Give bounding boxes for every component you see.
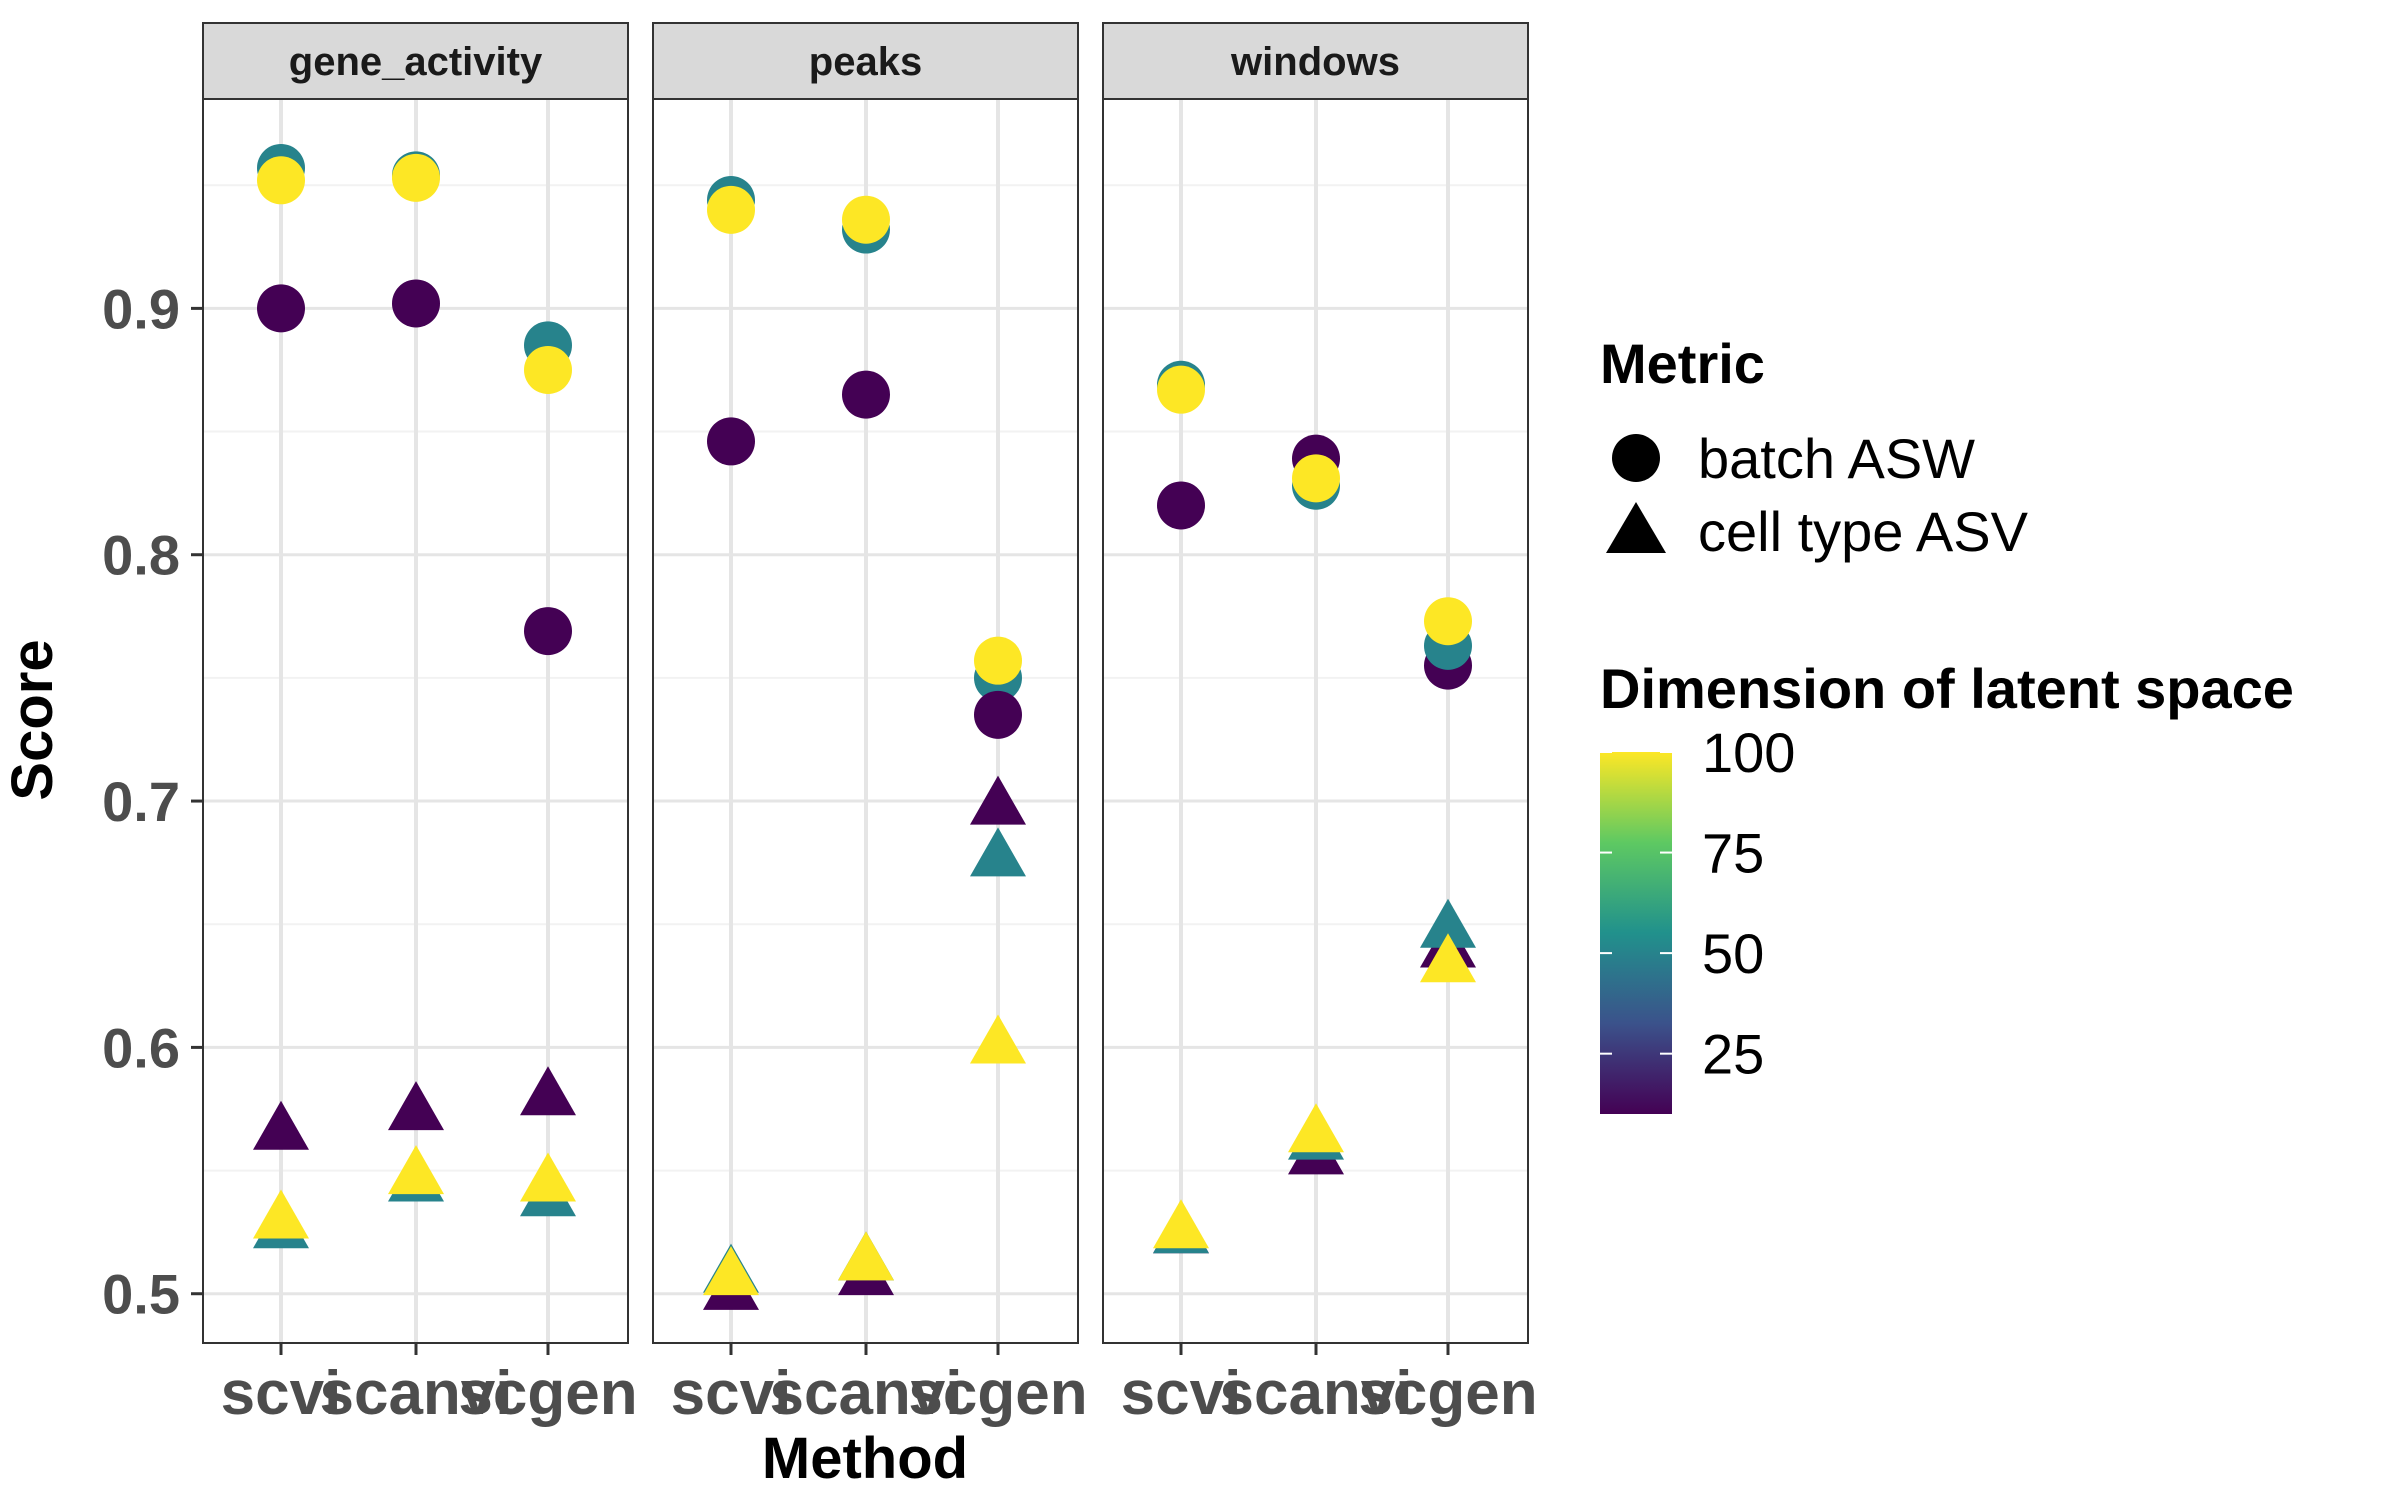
x-tick-label-scanvi: scanvi: [769, 1359, 962, 1428]
point-cell-type-asv-scgen-dim100: [970, 1014, 1026, 1064]
legend-shape-label: batch ASW: [1698, 427, 1975, 490]
point-cell-type-asv-scvi-dim100: [253, 1189, 309, 1239]
point-cell-type-asv-scanvi-dim10: [388, 1081, 444, 1131]
point-cell-type-asv-scgen-dim10: [970, 775, 1026, 825]
point-cell-type-asv-scanvi-dim100: [838, 1231, 894, 1281]
x-tick-label-scanvi: scanvi: [1219, 1359, 1412, 1428]
colorbar: [1600, 752, 1672, 1114]
x-axis-title: Method: [762, 1426, 968, 1491]
point-cell-type-asv-scgen-dim50: [1420, 898, 1476, 948]
point-batch-asw-scgen-dim100: [524, 345, 572, 394]
point-cell-type-asv-scanvi-dim100: [388, 1145, 444, 1195]
point-batch-asw-scvi-dim10: [1157, 481, 1205, 530]
facet-strip: [1102, 22, 1529, 100]
colorbar-ticks: 25 50 75 100: [1600, 721, 1795, 1086]
y-tick-label: 0.6: [102, 1016, 180, 1079]
y-axis-title: Score: [0, 639, 65, 800]
legend-key-circle: [1612, 434, 1660, 482]
colorbar-tick-label: 100: [1702, 721, 1795, 784]
point-batch-asw-scgen-dim10: [524, 607, 572, 656]
facet-strip-label: peaks: [809, 40, 922, 84]
point-batch-asw-scanvi-dim100: [842, 195, 890, 244]
facet-panel-peaks: peaks: [652, 22, 1079, 1344]
point-batch-asw-scvi-dim10: [707, 417, 755, 466]
facet-strip-label: gene_activity: [289, 40, 543, 84]
point-batch-asw-scanvi-dim100: [1292, 454, 1340, 503]
x-tick-label-scgen: scgen: [1358, 1359, 1537, 1428]
point-cell-type-asv-scvi-dim10: [253, 1100, 309, 1150]
legend-key-triangle: [1606, 502, 1666, 553]
x-tick-label-scanvi: scanvi: [319, 1359, 512, 1428]
legend-shape-entries: batch ASW cell type ASV: [1606, 427, 2029, 563]
x-tick-label-scgen: scgen: [458, 1359, 637, 1428]
x-tick-label-scgen: scgen: [908, 1359, 1087, 1428]
facet-panels: gene_activity peaks windows: [202, 22, 1529, 1344]
point-batch-asw-scanvi-dim100: [392, 153, 440, 202]
x-tick-label-scvi: scvi: [221, 1359, 342, 1428]
y-tick-label: 0.5: [102, 1263, 180, 1326]
x-tick-label-scvi: scvi: [1121, 1359, 1242, 1428]
y-tick-label: 0.9: [102, 277, 180, 340]
point-cell-type-asv-scvi-dim100: [1153, 1199, 1209, 1249]
y-tick-label: 0.8: [102, 524, 180, 587]
legend: Metric batch ASW cell type ASV Dimension …: [1600, 332, 2294, 1114]
legend-shape-title: Metric: [1600, 332, 1765, 395]
y-axis: 0.5 0.6 0.7 0.8 0.9: [102, 277, 203, 1326]
point-cell-type-asv-scgen-dim10: [520, 1066, 576, 1116]
facet-strip: [652, 22, 1079, 100]
point-batch-asw-scanvi-dim10: [842, 370, 890, 419]
point-batch-asw-scvi-dim100: [257, 156, 305, 205]
point-batch-asw-scgen-dim100: [1424, 597, 1472, 646]
point-cell-type-asv-scgen-dim100: [1420, 933, 1476, 983]
y-tick-label: 0.7: [102, 770, 180, 833]
point-batch-asw-scvi-dim100: [1157, 365, 1205, 414]
colorbar-tick-label: 75: [1702, 822, 1764, 885]
point-batch-asw-scgen-dim100: [974, 636, 1022, 685]
colorbar-tick-label: 25: [1702, 1023, 1764, 1086]
colorbar-tick-label: 50: [1702, 922, 1764, 985]
point-cell-type-asv-scgen-dim100: [520, 1152, 576, 1202]
point-batch-asw-scvi-dim100: [707, 185, 755, 234]
point-batch-asw-scanvi-dim10: [392, 279, 440, 328]
point-cell-type-asv-scgen-dim50: [970, 827, 1026, 877]
point-cell-type-asv-scvi-dim100: [703, 1246, 759, 1296]
point-cell-type-asv-scanvi-dim100: [1288, 1103, 1344, 1153]
facet-panel-windows: windows: [1102, 22, 1529, 1344]
legend-color-title: Dimension of latent space: [1600, 657, 2294, 720]
point-batch-asw-scvi-dim10: [257, 284, 305, 333]
point-batch-asw-scgen-dim10: [974, 690, 1022, 739]
legend-shape-label: cell type ASV: [1698, 500, 2029, 563]
facet-panel-gene_activity: gene_activity: [202, 22, 629, 1344]
x-tick-label-scvi: scvi: [671, 1359, 792, 1428]
facet-strip: [202, 22, 629, 100]
facet-strip-label: windows: [1230, 40, 1400, 84]
